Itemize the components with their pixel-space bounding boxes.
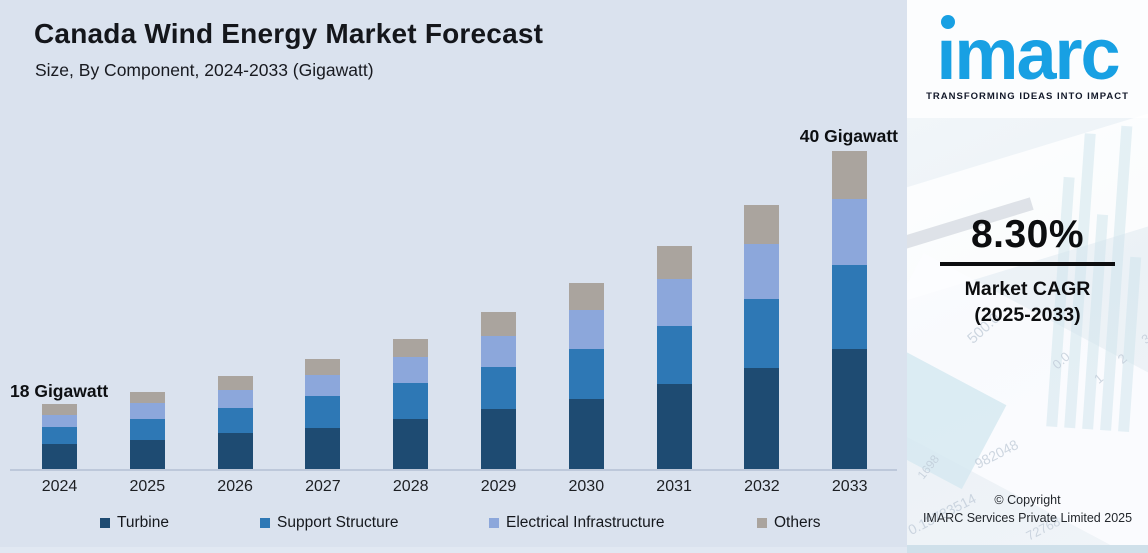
panel-bottom-strip (907, 545, 1148, 553)
cagr-value: 8.30% (970, 213, 1085, 256)
bar-segment-electrical-infrastructure-2029 (481, 336, 516, 367)
bar-segment-electrical-infrastructure-2033 (832, 199, 868, 265)
x-tick-2032: 2032 (744, 478, 780, 495)
brand-panel: 500.00.01 2 3 49820480.13783514727681698… (907, 0, 1148, 553)
bar-segment-electrical-infrastructure-2024 (42, 415, 77, 427)
bar-segment-electrical-infrastructure-2030 (568, 310, 604, 349)
bar-segment-others-2031 (656, 246, 692, 279)
bottom-strip (0, 547, 907, 553)
x-tick-2033: 2033 (831, 478, 868, 495)
bar-segment-electrical-infrastructure-2026 (217, 390, 253, 408)
copyright-line1: © Copyright (994, 493, 1061, 507)
bar-2026 (217, 376, 253, 469)
bar-segment-turbine-2031 (656, 384, 692, 469)
bar-segment-support-structure-2026 (217, 408, 253, 433)
bar-2024 (42, 404, 77, 469)
bar-segment-electrical-infrastructure-2032 (744, 244, 780, 299)
bar-segment-turbine-2030 (568, 399, 604, 469)
bar-segment-turbine-2024 (42, 444, 77, 469)
bar-segment-others-2025 (129, 392, 165, 403)
bar-segment-support-structure-2025 (129, 419, 165, 440)
bar-segment-support-structure-2028 (393, 383, 429, 419)
x-tick-2026: 2026 (217, 478, 253, 495)
bar-segment-others-2028 (393, 339, 429, 357)
imarc-logo: ımarc (936, 15, 1121, 91)
bar-segment-electrical-infrastructure-2028 (393, 357, 429, 383)
brand-tagline: TRANSFORMING IDEAS INTO IMPACT (926, 91, 1129, 102)
bar-2029 (481, 312, 516, 469)
bar-segment-others-2032 (744, 205, 780, 244)
x-axis-line (10, 469, 897, 471)
bar-segment-electrical-infrastructure-2027 (305, 375, 341, 396)
bar-segment-electrical-infrastructure-2025 (129, 403, 165, 419)
brand-block: ımarc TRANSFORMING IDEAS INTO IMPACT (907, 0, 1148, 102)
bar-segment-support-structure-2030 (568, 349, 604, 399)
bar-2031 (656, 246, 692, 469)
bar-2025 (129, 392, 165, 469)
cagr-block: 8.30% Market CAGR (2025-2033) (907, 214, 1148, 328)
plot-area: 2024 2025 2026 2027 2028 2029 2030 2031 2032 2033 (10, 151, 897, 495)
copyright-line2: IMARC Services Private Limited 2025 (922, 510, 1133, 525)
bar-segment-support-structure-2033 (832, 265, 868, 349)
bar-segment-others-2027 (305, 359, 341, 375)
bar-2030 (568, 283, 604, 469)
bar-segment-others-2030 (568, 283, 604, 310)
x-tick-2027: 2027 (305, 478, 341, 495)
x-tick-2025: 2025 (129, 478, 166, 495)
copyright-block: © Copyright IMARC Services Private Limit… (907, 492, 1148, 527)
bar-2027 (305, 359, 341, 469)
cagr-divider (940, 262, 1115, 266)
bar-segment-others-2024 (42, 404, 77, 415)
bar-segment-support-structure-2024 (42, 427, 77, 444)
page-subtitle: Size, By Component, 2024-2033 (Gigawatt) (35, 60, 374, 80)
bar-segment-turbine-2028 (393, 419, 429, 469)
logo-i-dot-icon (941, 15, 956, 29)
bar-segment-support-structure-2032 (744, 299, 780, 368)
bar-segment-others-2026 (217, 376, 253, 390)
chart-region: Canada Wind Energy Market Forecast Size,… (0, 18, 907, 553)
annotation-2024-total: 18 Gigawatt (10, 381, 109, 401)
bar-segment-support-structure-2031 (656, 326, 692, 384)
bar-segment-support-structure-2029 (481, 367, 516, 409)
bar-segment-electrical-infrastructure-2031 (656, 279, 692, 326)
cagr-label: Market CAGR (964, 278, 1091, 300)
x-tick-2028: 2028 (392, 478, 429, 495)
x-tick-2029: 2029 (480, 478, 517, 495)
bar-segment-turbine-2026 (217, 433, 253, 469)
bar-2028 (393, 339, 429, 469)
bar-segment-support-structure-2027 (305, 396, 341, 428)
logo-text: ımarc (936, 15, 1120, 95)
bar-segment-turbine-2029 (481, 409, 516, 469)
bar-2033 (832, 151, 868, 469)
bar-2032 (744, 205, 780, 469)
bar-segment-turbine-2033 (832, 349, 868, 469)
x-tick-2024: 2024 (41, 478, 78, 495)
x-tick-2031: 2031 (656, 478, 692, 495)
bar-segment-turbine-2025 (129, 440, 165, 469)
x-tick-2030: 2030 (568, 478, 605, 495)
bar-segment-others-2029 (481, 312, 516, 336)
annotation-2033-total: 40 Gigawatt (799, 126, 898, 146)
bar-segment-turbine-2032 (744, 368, 780, 469)
page-title: Canada Wind Energy Market Forecast (34, 18, 544, 49)
bar-segment-others-2033 (832, 151, 868, 199)
cagr-period: (2025-2033) (974, 304, 1081, 326)
bar-segment-turbine-2027 (305, 428, 341, 469)
